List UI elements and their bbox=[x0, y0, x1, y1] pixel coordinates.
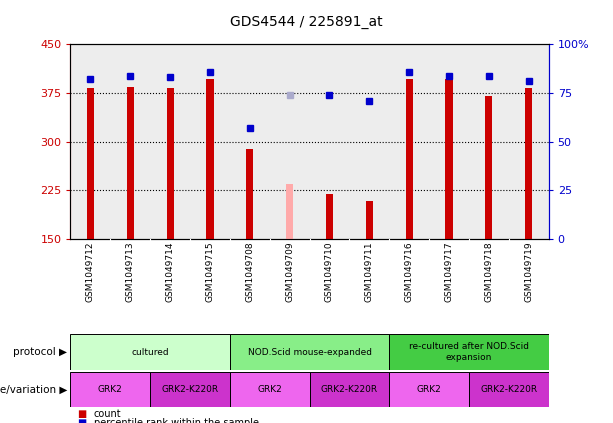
Text: cultured: cultured bbox=[131, 348, 169, 357]
Text: GSM1049708: GSM1049708 bbox=[245, 242, 254, 302]
Bar bbox=[70, 44, 110, 239]
Bar bbox=[406, 80, 413, 239]
Bar bbox=[469, 44, 509, 239]
Text: percentile rank within the sample: percentile rank within the sample bbox=[94, 418, 259, 423]
Bar bbox=[286, 184, 293, 239]
Bar bbox=[190, 44, 230, 239]
Bar bbox=[230, 44, 270, 239]
Bar bbox=[389, 372, 469, 407]
Text: count: count bbox=[94, 409, 121, 419]
Bar bbox=[87, 88, 94, 239]
Text: GRK2: GRK2 bbox=[417, 385, 441, 394]
Text: GSM1049713: GSM1049713 bbox=[126, 242, 135, 302]
Bar bbox=[310, 44, 349, 239]
Text: re-cultured after NOD.Scid
expansion: re-cultured after NOD.Scid expansion bbox=[409, 343, 529, 362]
Text: GRK2: GRK2 bbox=[98, 385, 123, 394]
Text: GSM1049714: GSM1049714 bbox=[166, 242, 175, 302]
Bar bbox=[389, 44, 429, 239]
Text: ■: ■ bbox=[77, 418, 86, 423]
Bar bbox=[207, 80, 213, 239]
Text: GRK2-K220R: GRK2-K220R bbox=[321, 385, 378, 394]
Text: GSM1049712: GSM1049712 bbox=[86, 242, 95, 302]
Bar bbox=[509, 44, 549, 239]
Text: GRK2: GRK2 bbox=[257, 385, 282, 394]
Bar bbox=[446, 80, 452, 239]
Bar bbox=[349, 44, 389, 239]
Bar bbox=[70, 334, 230, 370]
Bar bbox=[230, 372, 310, 407]
Text: GSM1049718: GSM1049718 bbox=[484, 242, 493, 302]
Bar bbox=[167, 88, 173, 239]
Text: GSM1049719: GSM1049719 bbox=[524, 242, 533, 302]
Text: genotype/variation ▶: genotype/variation ▶ bbox=[0, 385, 67, 395]
Text: NOD.Scid mouse-expanded: NOD.Scid mouse-expanded bbox=[248, 348, 371, 357]
Bar bbox=[525, 88, 532, 239]
Bar bbox=[485, 96, 492, 239]
Text: protocol ▶: protocol ▶ bbox=[13, 347, 67, 357]
Text: ■: ■ bbox=[77, 409, 86, 419]
Text: GRK2-K220R: GRK2-K220R bbox=[161, 385, 219, 394]
Bar bbox=[127, 87, 134, 239]
Bar bbox=[310, 372, 389, 407]
Bar bbox=[270, 44, 310, 239]
Bar bbox=[70, 372, 150, 407]
Bar bbox=[150, 44, 190, 239]
Text: GRK2-K220R: GRK2-K220R bbox=[480, 385, 538, 394]
Text: GSM1049717: GSM1049717 bbox=[444, 242, 454, 302]
Text: GDS4544 / 225891_at: GDS4544 / 225891_at bbox=[230, 15, 383, 29]
Bar bbox=[150, 372, 230, 407]
Text: GSM1049716: GSM1049716 bbox=[405, 242, 414, 302]
Text: GSM1049715: GSM1049715 bbox=[205, 242, 215, 302]
Text: GSM1049710: GSM1049710 bbox=[325, 242, 334, 302]
Text: GSM1049711: GSM1049711 bbox=[365, 242, 374, 302]
Bar bbox=[469, 372, 549, 407]
Bar bbox=[366, 201, 373, 239]
Bar bbox=[389, 334, 549, 370]
Bar bbox=[110, 44, 150, 239]
Bar bbox=[429, 44, 469, 239]
Text: GSM1049709: GSM1049709 bbox=[285, 242, 294, 302]
Bar bbox=[230, 334, 389, 370]
Bar bbox=[246, 149, 253, 239]
Bar bbox=[326, 194, 333, 239]
